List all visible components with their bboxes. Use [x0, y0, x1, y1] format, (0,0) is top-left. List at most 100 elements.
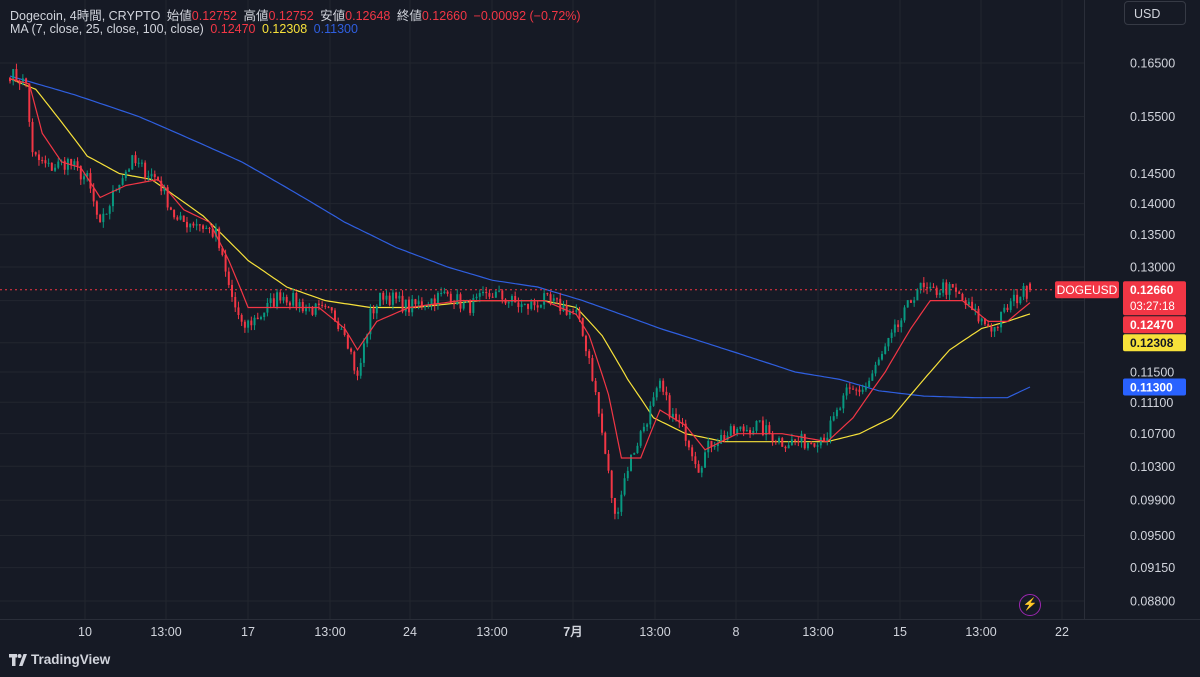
candle-up — [205, 225, 208, 230]
candle-body — [385, 295, 388, 300]
candle-down — [15, 63, 18, 82]
x-tick-label: 10 — [78, 625, 92, 639]
candle-down — [327, 306, 330, 309]
tradingview-logo[interactable]: TradingView — [9, 652, 110, 667]
candle-body — [137, 162, 140, 164]
candle-body — [350, 348, 353, 352]
candle-body — [575, 310, 578, 312]
candle-down — [34, 151, 37, 157]
candle-up — [700, 465, 703, 478]
y-tick-label: 0.16500 — [1130, 57, 1175, 71]
candle-body — [491, 296, 494, 298]
candle-up — [543, 289, 546, 310]
candle-up — [652, 392, 655, 407]
candle-body — [961, 293, 964, 301]
candle-body — [909, 300, 912, 303]
candle-down — [169, 206, 172, 211]
candle-body — [1003, 307, 1006, 312]
y-tick-label: 0.10300 — [1130, 460, 1175, 474]
candle-down — [909, 299, 912, 303]
x-tick-label: 13:00 — [965, 625, 996, 639]
candle-body — [288, 302, 291, 306]
x-tick-label: 13:00 — [314, 625, 345, 639]
candle-body — [639, 431, 642, 446]
candle-down — [44, 155, 47, 168]
y-tick-label: 0.11100 — [1130, 396, 1173, 410]
candle-body — [263, 312, 266, 318]
currency-button[interactable]: USD — [1124, 1, 1186, 25]
candle-up — [816, 442, 819, 453]
candle-body — [54, 167, 57, 171]
tradingview-brand-text: TradingView — [31, 652, 111, 667]
flash-icon[interactable]: ⚡ — [1019, 594, 1041, 616]
symbol-tag-bg — [1055, 281, 1119, 299]
candle-up — [21, 74, 24, 86]
candle-body — [794, 439, 797, 441]
candle-down — [333, 308, 336, 322]
low-label: 安値 — [320, 9, 346, 23]
candle-up — [562, 300, 565, 312]
candle-down — [761, 416, 764, 437]
candle-body — [189, 223, 192, 228]
candle-up — [900, 318, 903, 333]
candle-body — [37, 154, 40, 161]
candle-body — [436, 293, 439, 306]
candle-up — [884, 343, 887, 355]
candle-up — [498, 285, 501, 293]
candle-body — [739, 426, 742, 430]
candle-up — [893, 319, 896, 337]
candle-up — [362, 338, 365, 367]
candle-body — [337, 321, 340, 329]
candle-body — [501, 290, 504, 300]
candle-body — [623, 478, 626, 495]
candle-body — [118, 184, 121, 191]
y-tick-label: 0.09500 — [1130, 529, 1175, 543]
ma-legend[interactable]: MA (7, close, 25, close, 100, close) 0.1… — [10, 22, 361, 36]
candle-body — [858, 389, 861, 392]
candle-up — [633, 452, 636, 455]
time-axis[interactable]: 10 13:00 17 13:00 24 13:00 7月 13:00 8 13:00 15 13:0… — [0, 619, 1200, 640]
candle-body — [108, 206, 111, 214]
tradingview-logo-icon — [9, 653, 27, 666]
candle-body — [761, 420, 764, 436]
ma7-value: 0.12470 — [210, 22, 256, 36]
candle-body — [231, 284, 234, 297]
candle-down — [202, 224, 205, 233]
candle-up — [411, 295, 414, 317]
candle-up — [832, 412, 835, 422]
candle-down — [1016, 289, 1019, 309]
candle-body — [469, 301, 472, 313]
candle-body — [256, 317, 259, 320]
candle-up — [880, 350, 883, 361]
candle-up — [86, 170, 89, 182]
ohlc-legend: Dogecoin, 4時間, CRYPTO 始値0.12752 高値0.1275… — [10, 5, 584, 24]
symbol-title[interactable]: Dogecoin, 4時間, CRYPTO — [10, 9, 161, 23]
candle-up — [890, 329, 893, 343]
candle-up — [47, 158, 50, 167]
candle-body — [742, 426, 745, 432]
candle-up — [131, 154, 134, 170]
candle-body — [247, 320, 250, 328]
candle-body — [369, 308, 372, 335]
candle-body — [816, 445, 819, 447]
candle-body — [942, 282, 945, 293]
candle-body — [626, 470, 629, 479]
candle-body — [28, 83, 31, 122]
candle-up — [716, 438, 719, 452]
candle-body — [301, 302, 304, 312]
ma7-line-group — [9, 78, 1031, 459]
candle-down — [527, 303, 530, 315]
candle-body — [456, 294, 459, 305]
candle-body — [1009, 301, 1012, 310]
candle-body — [111, 190, 114, 207]
candle-body — [539, 304, 542, 308]
candle-body — [379, 292, 382, 306]
candle-down — [668, 392, 671, 420]
candle-body — [202, 225, 205, 229]
y-tick-label: 0.11500 — [1130, 365, 1174, 379]
candle-body — [704, 452, 707, 468]
candle-body — [697, 464, 700, 473]
candle-body — [784, 446, 787, 449]
candle-down — [288, 301, 291, 310]
